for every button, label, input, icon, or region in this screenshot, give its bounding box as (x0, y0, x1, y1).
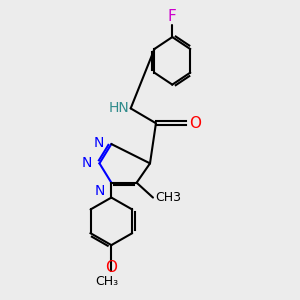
Text: CH3: CH3 (155, 191, 181, 204)
Text: O: O (189, 116, 201, 131)
Text: N: N (82, 156, 92, 170)
Text: N: N (95, 184, 105, 198)
Text: N: N (94, 136, 104, 150)
Text: O: O (105, 260, 117, 275)
Text: F: F (168, 9, 177, 24)
Text: CH₃: CH₃ (95, 275, 119, 288)
Text: HN: HN (108, 101, 129, 116)
